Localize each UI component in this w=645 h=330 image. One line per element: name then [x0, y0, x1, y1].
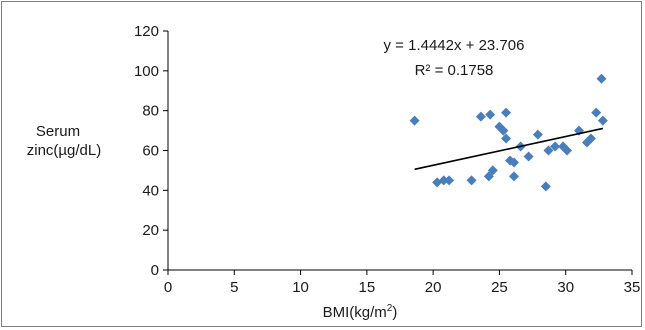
y-ticks: 0 20 40 60 80 100 120	[134, 23, 168, 279]
x-tick-label: 5	[230, 279, 238, 296]
x-tick-label: 25	[491, 279, 508, 296]
data-point	[466, 175, 477, 186]
data-point	[501, 133, 512, 144]
data-points	[409, 73, 608, 192]
data-point	[540, 181, 551, 192]
data-point	[596, 73, 607, 84]
data-point	[409, 115, 420, 126]
trendline-equation: y = 1.4442x + 23.706	[384, 37, 525, 54]
data-point	[591, 107, 602, 118]
data-point	[523, 151, 534, 162]
y-tick-label: 100	[134, 63, 159, 80]
data-point	[597, 115, 608, 126]
x-tick-label: 30	[557, 279, 574, 296]
data-point	[509, 171, 520, 182]
data-point	[543, 145, 554, 156]
data-point	[550, 141, 561, 152]
y-tick-label: 20	[142, 222, 159, 239]
data-point	[501, 107, 512, 118]
data-point	[498, 125, 509, 136]
x-axis-label: BMI(kg/m2)	[323, 303, 398, 321]
data-point	[505, 155, 516, 166]
x-tick-label: 0	[164, 279, 172, 296]
x-tick-label: 10	[292, 279, 309, 296]
y-tick-label: 40	[142, 182, 159, 199]
y-axis-label-line1: Serum	[36, 123, 80, 140]
data-point	[485, 109, 496, 120]
data-point	[438, 175, 449, 186]
x-tick-label: 35	[624, 279, 641, 296]
x-axis-label-superscript: 2	[387, 303, 393, 314]
data-point	[532, 129, 543, 140]
x-axis-label-close: )	[392, 304, 397, 321]
r-squared-label: R² = 0.1758	[415, 62, 494, 79]
data-point	[585, 133, 596, 144]
x-axis-label-text: BMI(kg/m	[323, 304, 387, 321]
y-tick-label: 0	[151, 262, 159, 279]
y-axis-label-line2: zinc(µg/dL)	[27, 142, 102, 159]
y-tick-label: 80	[142, 103, 159, 120]
data-point	[509, 157, 520, 168]
x-ticks: 0 5 10 15 20 25 30 35	[164, 270, 641, 296]
data-point	[562, 145, 573, 156]
trendline	[414, 127, 604, 171]
x-tick-label: 15	[359, 279, 376, 296]
data-point	[444, 175, 455, 186]
y-tick-label: 120	[134, 23, 159, 40]
x-tick-label: 20	[425, 279, 442, 296]
data-point	[475, 111, 486, 122]
data-point	[494, 121, 505, 132]
y-tick-label: 60	[142, 143, 159, 160]
data-point	[487, 165, 498, 176]
